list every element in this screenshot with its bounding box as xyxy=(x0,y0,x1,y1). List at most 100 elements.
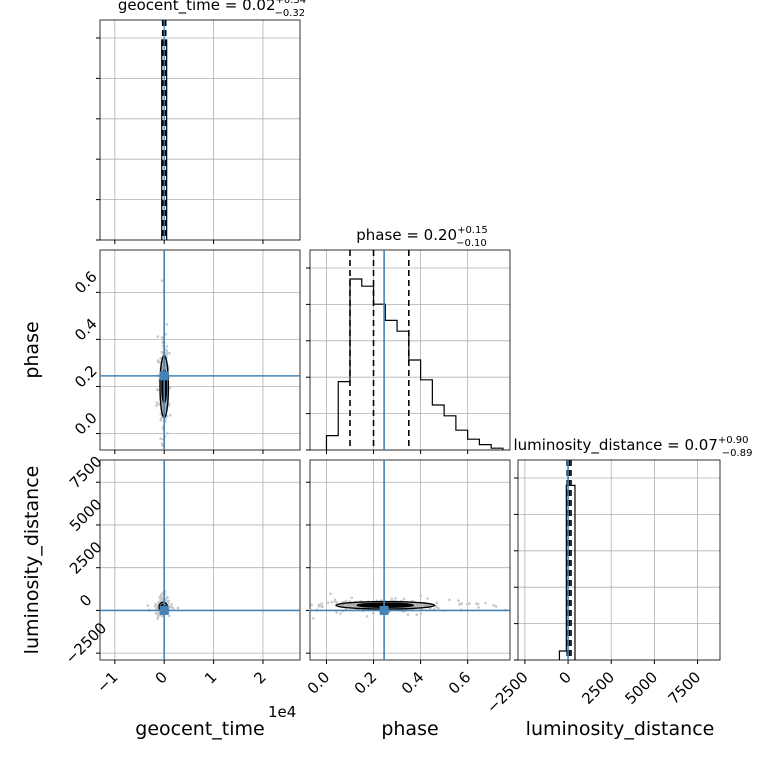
title-sub-phase: −0.10 xyxy=(456,238,487,249)
title-phase: phase = 0.20+0.15 xyxy=(356,225,487,244)
point-luminosity_distance-vs-phase-4 xyxy=(311,617,315,620)
point-luminosity_distance-vs-geocent_time-208 xyxy=(165,596,169,600)
xticklabel-geocent_time-1: 0 xyxy=(152,668,171,687)
point-luminosity_distance-vs-geocent_time-184 xyxy=(158,596,161,599)
point-luminosity_distance-vs-phase-163 xyxy=(330,600,334,604)
point-luminosity_distance-vs-geocent_time-3 xyxy=(176,606,180,610)
point-luminosity_distance-vs-phase-33 xyxy=(321,605,324,609)
point-luminosity_distance-vs-phase-28 xyxy=(419,594,422,597)
hist-luminosity_distance xyxy=(558,484,576,660)
grid-diag-geocent_time xyxy=(100,20,300,241)
point-luminosity_distance-vs-phase-144 xyxy=(476,602,480,606)
offset-text: 1e4 xyxy=(268,703,296,721)
point-luminosity_distance-vs-geocent_time-126 xyxy=(154,602,158,606)
xticklabel-luminosity_distance-2: 2500 xyxy=(578,668,618,708)
point-luminosity_distance-vs-phase-158 xyxy=(317,604,321,608)
grid-luminosity_distance-vs-phase xyxy=(310,460,510,660)
point-phase-vs-geocent_time-159 xyxy=(155,404,158,407)
xticklabel-phase-1: 0.2 xyxy=(351,668,381,698)
point-luminosity_distance-vs-phase-84 xyxy=(335,611,338,614)
point-luminosity_distance-vs-geocent_time-24 xyxy=(146,604,150,607)
point-luminosity_distance-vs-geocent_time-42 xyxy=(156,617,160,620)
point-luminosity_distance-vs-phase-88 xyxy=(310,603,314,607)
grid-luminosity_distance-vs-geocent_time xyxy=(100,460,300,660)
point-luminosity_distance-vs-phase-80 xyxy=(419,611,423,615)
point-phase-vs-geocent_time-186 xyxy=(169,413,172,417)
frame-luminosity_distance-vs-geocent_time xyxy=(99,459,301,661)
point-phase-vs-geocent_time-171 xyxy=(168,386,172,389)
point-phase-vs-geocent_time-189 xyxy=(159,437,162,440)
point-luminosity_distance-vs-phase-213 xyxy=(326,601,330,605)
point-luminosity_distance-vs-phase-102 xyxy=(466,602,469,606)
ylabel-phase: phase xyxy=(21,321,43,378)
point-luminosity_distance-vs-geocent_time-180 xyxy=(156,615,160,618)
point-phase-vs-geocent_time-53 xyxy=(159,356,162,360)
point-luminosity_distance-vs-phase-131 xyxy=(448,598,451,602)
xticklabel-phase-2: 0.4 xyxy=(398,668,428,698)
xlabel-geocent_time: geocent_time xyxy=(135,718,264,740)
frame-diag-luminosity_distance xyxy=(517,459,721,661)
point-luminosity_distance-vs-phase-50 xyxy=(402,597,406,601)
xticklabel-luminosity_distance-3: 5000 xyxy=(621,668,661,708)
point-luminosity_distance-vs-phase-108 xyxy=(350,596,354,599)
point-luminosity_distance-vs-phase-196 xyxy=(333,598,337,602)
frame-luminosity_distance-vs-phase xyxy=(309,459,511,661)
frame-diag-geocent_time xyxy=(99,19,301,241)
point-phase-vs-geocent_time-167 xyxy=(165,351,169,355)
point-luminosity_distance-vs-phase-189 xyxy=(320,602,324,605)
point-phase-vs-geocent_time-152 xyxy=(161,350,164,354)
title-luminosity_distance: luminosity_distance = 0.07+0.90 xyxy=(513,435,748,455)
point-luminosity_distance-vs-phase-126 xyxy=(477,606,480,609)
truth-marker-luminosity_distance-vs-geocent_time xyxy=(159,605,169,615)
point-phase-vs-geocent_time-126 xyxy=(168,351,171,355)
point-luminosity_distance-vs-geocent_time-94 xyxy=(167,614,171,618)
yticklabel-luminosity_distance-1: 0 xyxy=(76,591,95,610)
point-luminosity_distance-vs-phase-183 xyxy=(492,604,496,607)
frame-diag-phase xyxy=(309,249,511,451)
grid-diag-phase xyxy=(310,250,510,451)
point-phase-vs-geocent_time-112 xyxy=(165,345,169,348)
xlabel-phase: phase xyxy=(381,718,438,740)
point-luminosity_distance-vs-phase-120 xyxy=(468,602,471,605)
hist-phase xyxy=(325,278,504,450)
xticklabel-luminosity_distance-0: −2500 xyxy=(483,668,532,717)
point-luminosity_distance-vs-geocent_time-90 xyxy=(171,606,175,610)
point-luminosity_distance-vs-phase-219 xyxy=(371,611,375,615)
point-luminosity_distance-vs-geocent_time-129 xyxy=(168,605,172,609)
grid-phase-vs-geocent_time xyxy=(100,250,300,450)
point-luminosity_distance-vs-phase-82 xyxy=(365,614,369,618)
xticklabel-luminosity_distance-1: 0 xyxy=(555,668,574,687)
point-phase-vs-geocent_time-39 xyxy=(168,402,171,406)
point-phase-vs-geocent_time-204 xyxy=(156,335,160,338)
point-luminosity_distance-vs-phase-125 xyxy=(458,602,461,606)
point-phase-vs-geocent_time-40 xyxy=(165,323,169,326)
xticklabel-geocent_time-0: −1 xyxy=(93,668,121,696)
xticklabel-luminosity_distance-4: 7500 xyxy=(665,668,705,708)
point-luminosity_distance-vs-phase-96 xyxy=(329,592,332,596)
point-luminosity_distance-vs-phase-98 xyxy=(484,601,487,605)
point-luminosity_distance-vs-geocent_time-99 xyxy=(154,611,158,615)
point-luminosity_distance-vs-phase-161 xyxy=(435,601,439,605)
point-luminosity_distance-vs-phase-78 xyxy=(388,610,391,614)
point-luminosity_distance-vs-phase-216 xyxy=(457,599,460,602)
truth-marker-luminosity_distance-vs-phase xyxy=(379,605,389,615)
point-phase-vs-geocent_time-28 xyxy=(160,442,164,445)
point-phase-vs-geocent_time-177 xyxy=(166,432,169,435)
xticklabel-phase-0: 0.0 xyxy=(304,668,334,698)
point-luminosity_distance-vs-phase-208 xyxy=(339,612,342,615)
point-phase-vs-geocent_time-88 xyxy=(165,348,169,352)
point-luminosity_distance-vs-phase-117 xyxy=(428,607,432,610)
xticklabel-geocent_time-3: 2 xyxy=(250,668,269,687)
title-sub-luminosity_distance: −0.89 xyxy=(722,448,753,459)
point-luminosity_distance-vs-geocent_time-160 xyxy=(161,592,164,595)
point-luminosity_distance-vs-geocent_time-186 xyxy=(153,604,157,608)
point-luminosity_distance-vs-phase-60 xyxy=(394,596,397,600)
point-luminosity_distance-vs-geocent_time-174 xyxy=(170,602,173,606)
title-geocent_time: geocent_time = 0.02+0.34 xyxy=(118,0,306,15)
point-phase-vs-geocent_time-115 xyxy=(160,416,163,420)
point-luminosity_distance-vs-phase-174 xyxy=(494,605,498,608)
point-phase-vs-geocent_time-106 xyxy=(159,418,163,422)
xlabel-luminosity_distance: luminosity_distance xyxy=(526,718,715,740)
point-luminosity_distance-vs-phase-40 xyxy=(415,613,419,616)
frame-phase-vs-geocent_time xyxy=(99,249,301,451)
